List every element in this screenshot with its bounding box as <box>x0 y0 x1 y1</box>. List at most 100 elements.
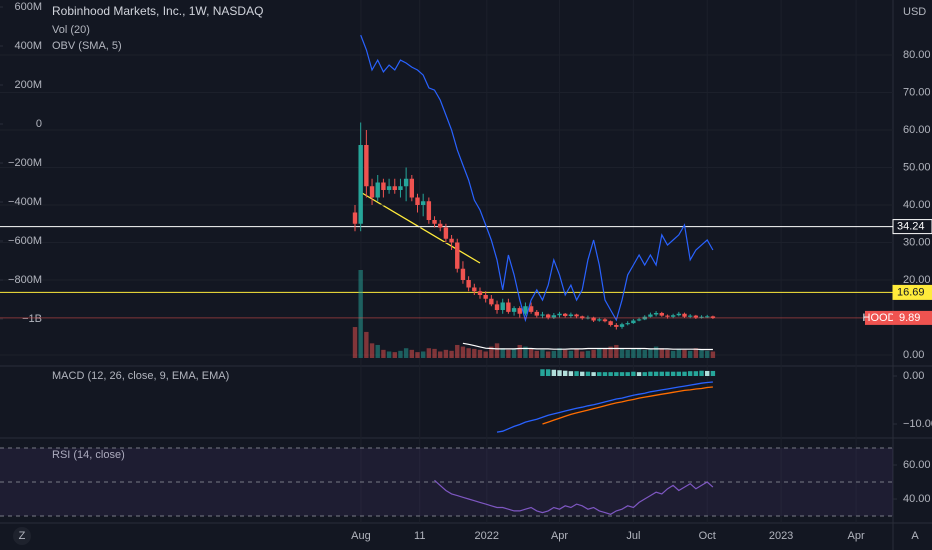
macd-histogram-bar <box>545 369 551 376</box>
candle-body <box>511 308 517 312</box>
volume-bar <box>358 270 363 358</box>
macd-label: MACD (12, 26, close, 9, EMA, EMA) <box>52 370 229 382</box>
price-tag-label: 16.69 <box>897 286 925 298</box>
volume-bar <box>420 351 426 358</box>
volume-bar <box>426 348 432 358</box>
candle-body <box>489 298 494 305</box>
obv-tick-label: −1B <box>22 313 42 325</box>
chart-title: Robinhood Markets, Inc., 1W, NASDAQ <box>52 4 263 18</box>
candle-body <box>364 145 369 187</box>
macd-tick-label: 0.00 <box>903 370 924 382</box>
macd-histogram-bar <box>687 371 693 376</box>
macd-histogram-bar <box>676 371 682 376</box>
candle-body <box>545 314 551 318</box>
candle-body <box>602 319 608 322</box>
macd-histogram-bar <box>705 370 710 376</box>
volume-bar <box>687 350 693 358</box>
volume-bar <box>705 350 710 358</box>
x-tick-label: 11 <box>414 530 425 542</box>
candle-body <box>432 219 437 224</box>
volume-bar <box>563 349 568 358</box>
volume-bar <box>648 348 653 358</box>
volume-bar <box>580 351 585 358</box>
candle-body <box>653 312 659 315</box>
obv-tick-label: −800M <box>8 274 42 286</box>
macd-histogram-bar <box>540 369 545 376</box>
candle-body <box>534 311 539 316</box>
volume-bar <box>375 344 380 358</box>
macd-histogram-bar <box>608 372 613 376</box>
macd-tick-label: −10.00 <box>903 418 932 430</box>
macd-histogram-bar <box>625 372 630 376</box>
candle-body <box>409 178 415 198</box>
volume-bar <box>642 349 647 358</box>
volume-bar <box>517 344 522 358</box>
y-tick-label: 70.00 <box>903 86 931 98</box>
macd-histogram-bar <box>557 370 562 376</box>
rsi-tick-label: 60.00 <box>903 459 931 471</box>
price-tag <box>892 284 932 300</box>
candle-body <box>398 186 403 190</box>
candle-body <box>705 316 710 318</box>
macd-histogram-bar <box>597 372 602 376</box>
y-tick-label: 60.00 <box>903 124 931 136</box>
candle-body <box>506 302 511 312</box>
volume-bar <box>438 351 443 358</box>
macd-line <box>496 381 713 433</box>
obv-tick-label: 200M <box>14 79 42 91</box>
volume-bar <box>551 350 557 358</box>
y-tick-label: 50.00 <box>903 161 931 173</box>
price-tag-label: 34.24 <box>897 221 925 233</box>
volume-bar <box>364 331 369 358</box>
macd-histogram-bar <box>551 369 557 376</box>
macd-histogram-bar <box>591 372 596 376</box>
volume-bar <box>483 351 488 358</box>
obv-label: OBV (SMA, 5) <box>52 40 122 52</box>
candle-body <box>369 186 375 198</box>
volume-bar <box>432 348 437 358</box>
volume-bar <box>386 351 392 358</box>
volume-bar <box>653 346 659 358</box>
volume-bar <box>545 351 551 358</box>
volume-bar <box>636 348 642 358</box>
candle-body <box>597 319 602 321</box>
last-price-tag <box>893 310 932 325</box>
candle-body <box>415 197 420 205</box>
auto-scale-button[interactable]: A <box>911 530 919 542</box>
candle-body <box>375 182 380 198</box>
volume-bar <box>540 349 545 358</box>
x-tick-label: 2022 <box>475 530 499 542</box>
candle-body <box>500 302 505 310</box>
macd-histogram-bar <box>693 371 699 376</box>
y-tick-label: 30.00 <box>903 236 931 248</box>
candle-body <box>426 201 432 220</box>
candle-body <box>699 316 704 318</box>
macd-histogram-bar <box>670 371 676 376</box>
y-tick-label: 0.00 <box>903 349 924 361</box>
volume-bar <box>614 344 619 358</box>
volume-bar <box>466 348 471 358</box>
candle-body <box>682 313 687 317</box>
candle-body <box>352 212 358 224</box>
volume-bar <box>710 351 716 358</box>
candle-body <box>648 314 653 317</box>
candle-body <box>523 306 528 314</box>
x-tick-label: Apr <box>848 530 865 542</box>
candle-body <box>608 321 613 325</box>
macd-histogram-bar <box>682 371 687 376</box>
candle-body <box>619 324 625 327</box>
macd-histogram-bar <box>585 371 591 376</box>
candle-body <box>636 319 642 321</box>
volume-bar <box>608 346 613 358</box>
candle-body <box>665 315 670 317</box>
macd-histogram-bar <box>653 371 659 376</box>
macd-histogram-bar <box>665 371 670 376</box>
zoom-button-label[interactable]: Z <box>19 530 26 542</box>
candle-body <box>710 316 716 318</box>
candle-body <box>693 315 699 318</box>
candle-body <box>443 227 449 239</box>
zoom-button[interactable] <box>13 527 31 545</box>
volume-bar <box>591 349 596 358</box>
volume-bar <box>460 346 466 358</box>
